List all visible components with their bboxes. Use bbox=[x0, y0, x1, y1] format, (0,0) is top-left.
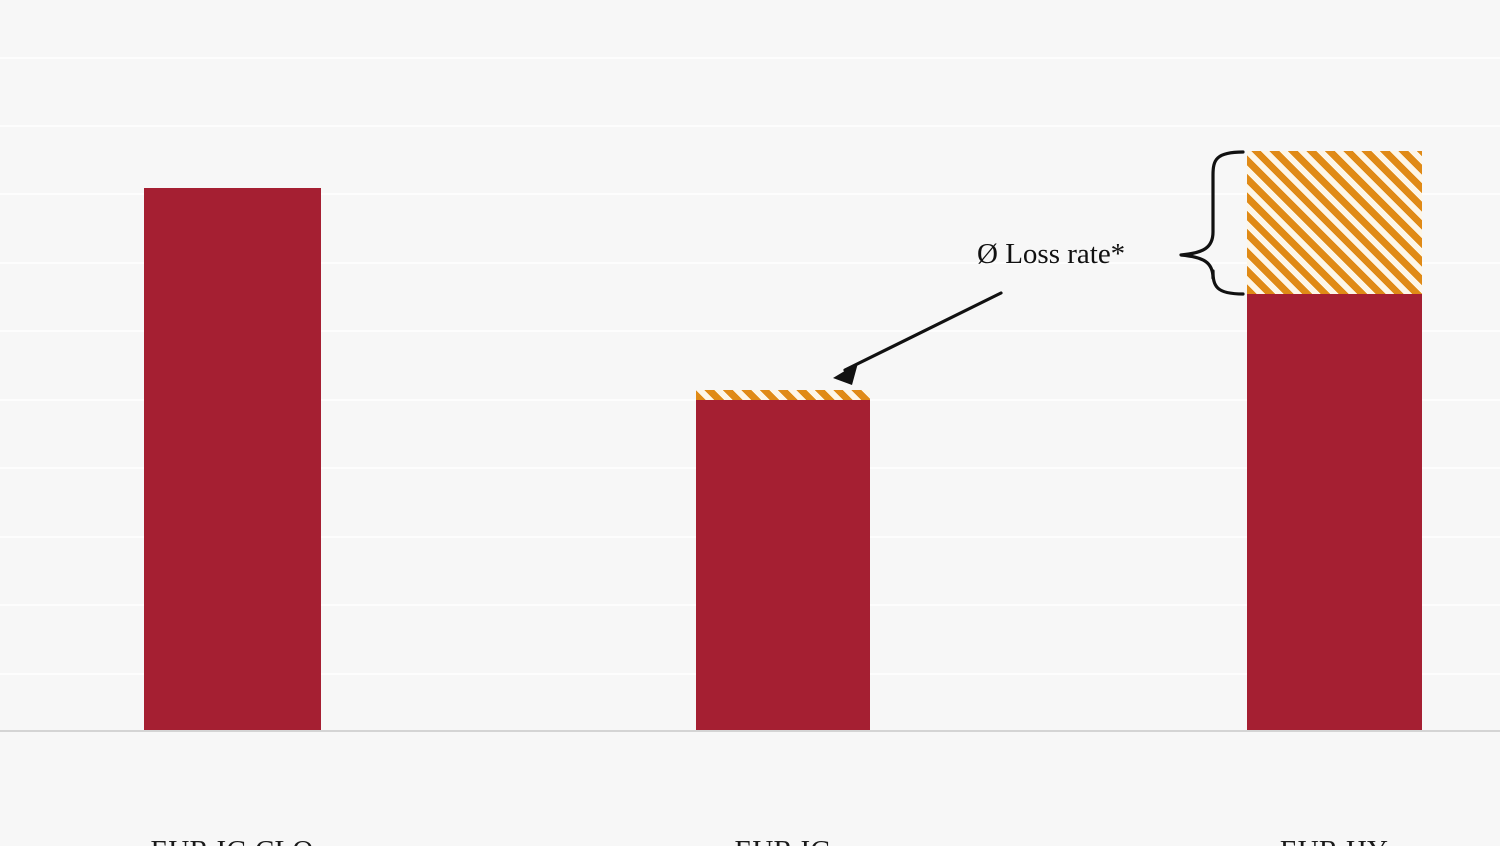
bar-segment-solid[interactable] bbox=[144, 188, 321, 730]
gridline bbox=[0, 262, 1500, 264]
brace-icon bbox=[1179, 150, 1245, 296]
x-axis-label-line1: EUR IG bbox=[633, 832, 933, 846]
x-axis-label-eur-ig-clo: EUR IG CLO (Ø rating: A) bbox=[82, 753, 382, 846]
x-axis-label-eur-ig-corporate-bonds: EUR IG corporate bonds bbox=[633, 753, 933, 846]
x-axis-label-eur-hy-corporate-bonds: EUR HY corporate bonds bbox=[1184, 753, 1484, 846]
x-axis-line bbox=[0, 730, 1500, 732]
bar-segment-loss-rate[interactable] bbox=[696, 390, 870, 400]
bar-segment-loss-rate[interactable] bbox=[1247, 151, 1422, 294]
gridline bbox=[0, 330, 1500, 332]
x-axis-label-line1: EUR IG CLO bbox=[82, 832, 382, 846]
annotation-loss-rate-label: Ø Loss rate* bbox=[977, 238, 1126, 270]
bar-segment-solid[interactable] bbox=[1247, 294, 1422, 730]
x-axis-label-line1: EUR HY bbox=[1184, 832, 1484, 846]
gridline bbox=[0, 193, 1500, 195]
gridline bbox=[0, 57, 1500, 59]
gridline bbox=[0, 125, 1500, 127]
bar-segment-solid[interactable] bbox=[696, 400, 870, 730]
arrowhead-icon bbox=[833, 363, 858, 385]
